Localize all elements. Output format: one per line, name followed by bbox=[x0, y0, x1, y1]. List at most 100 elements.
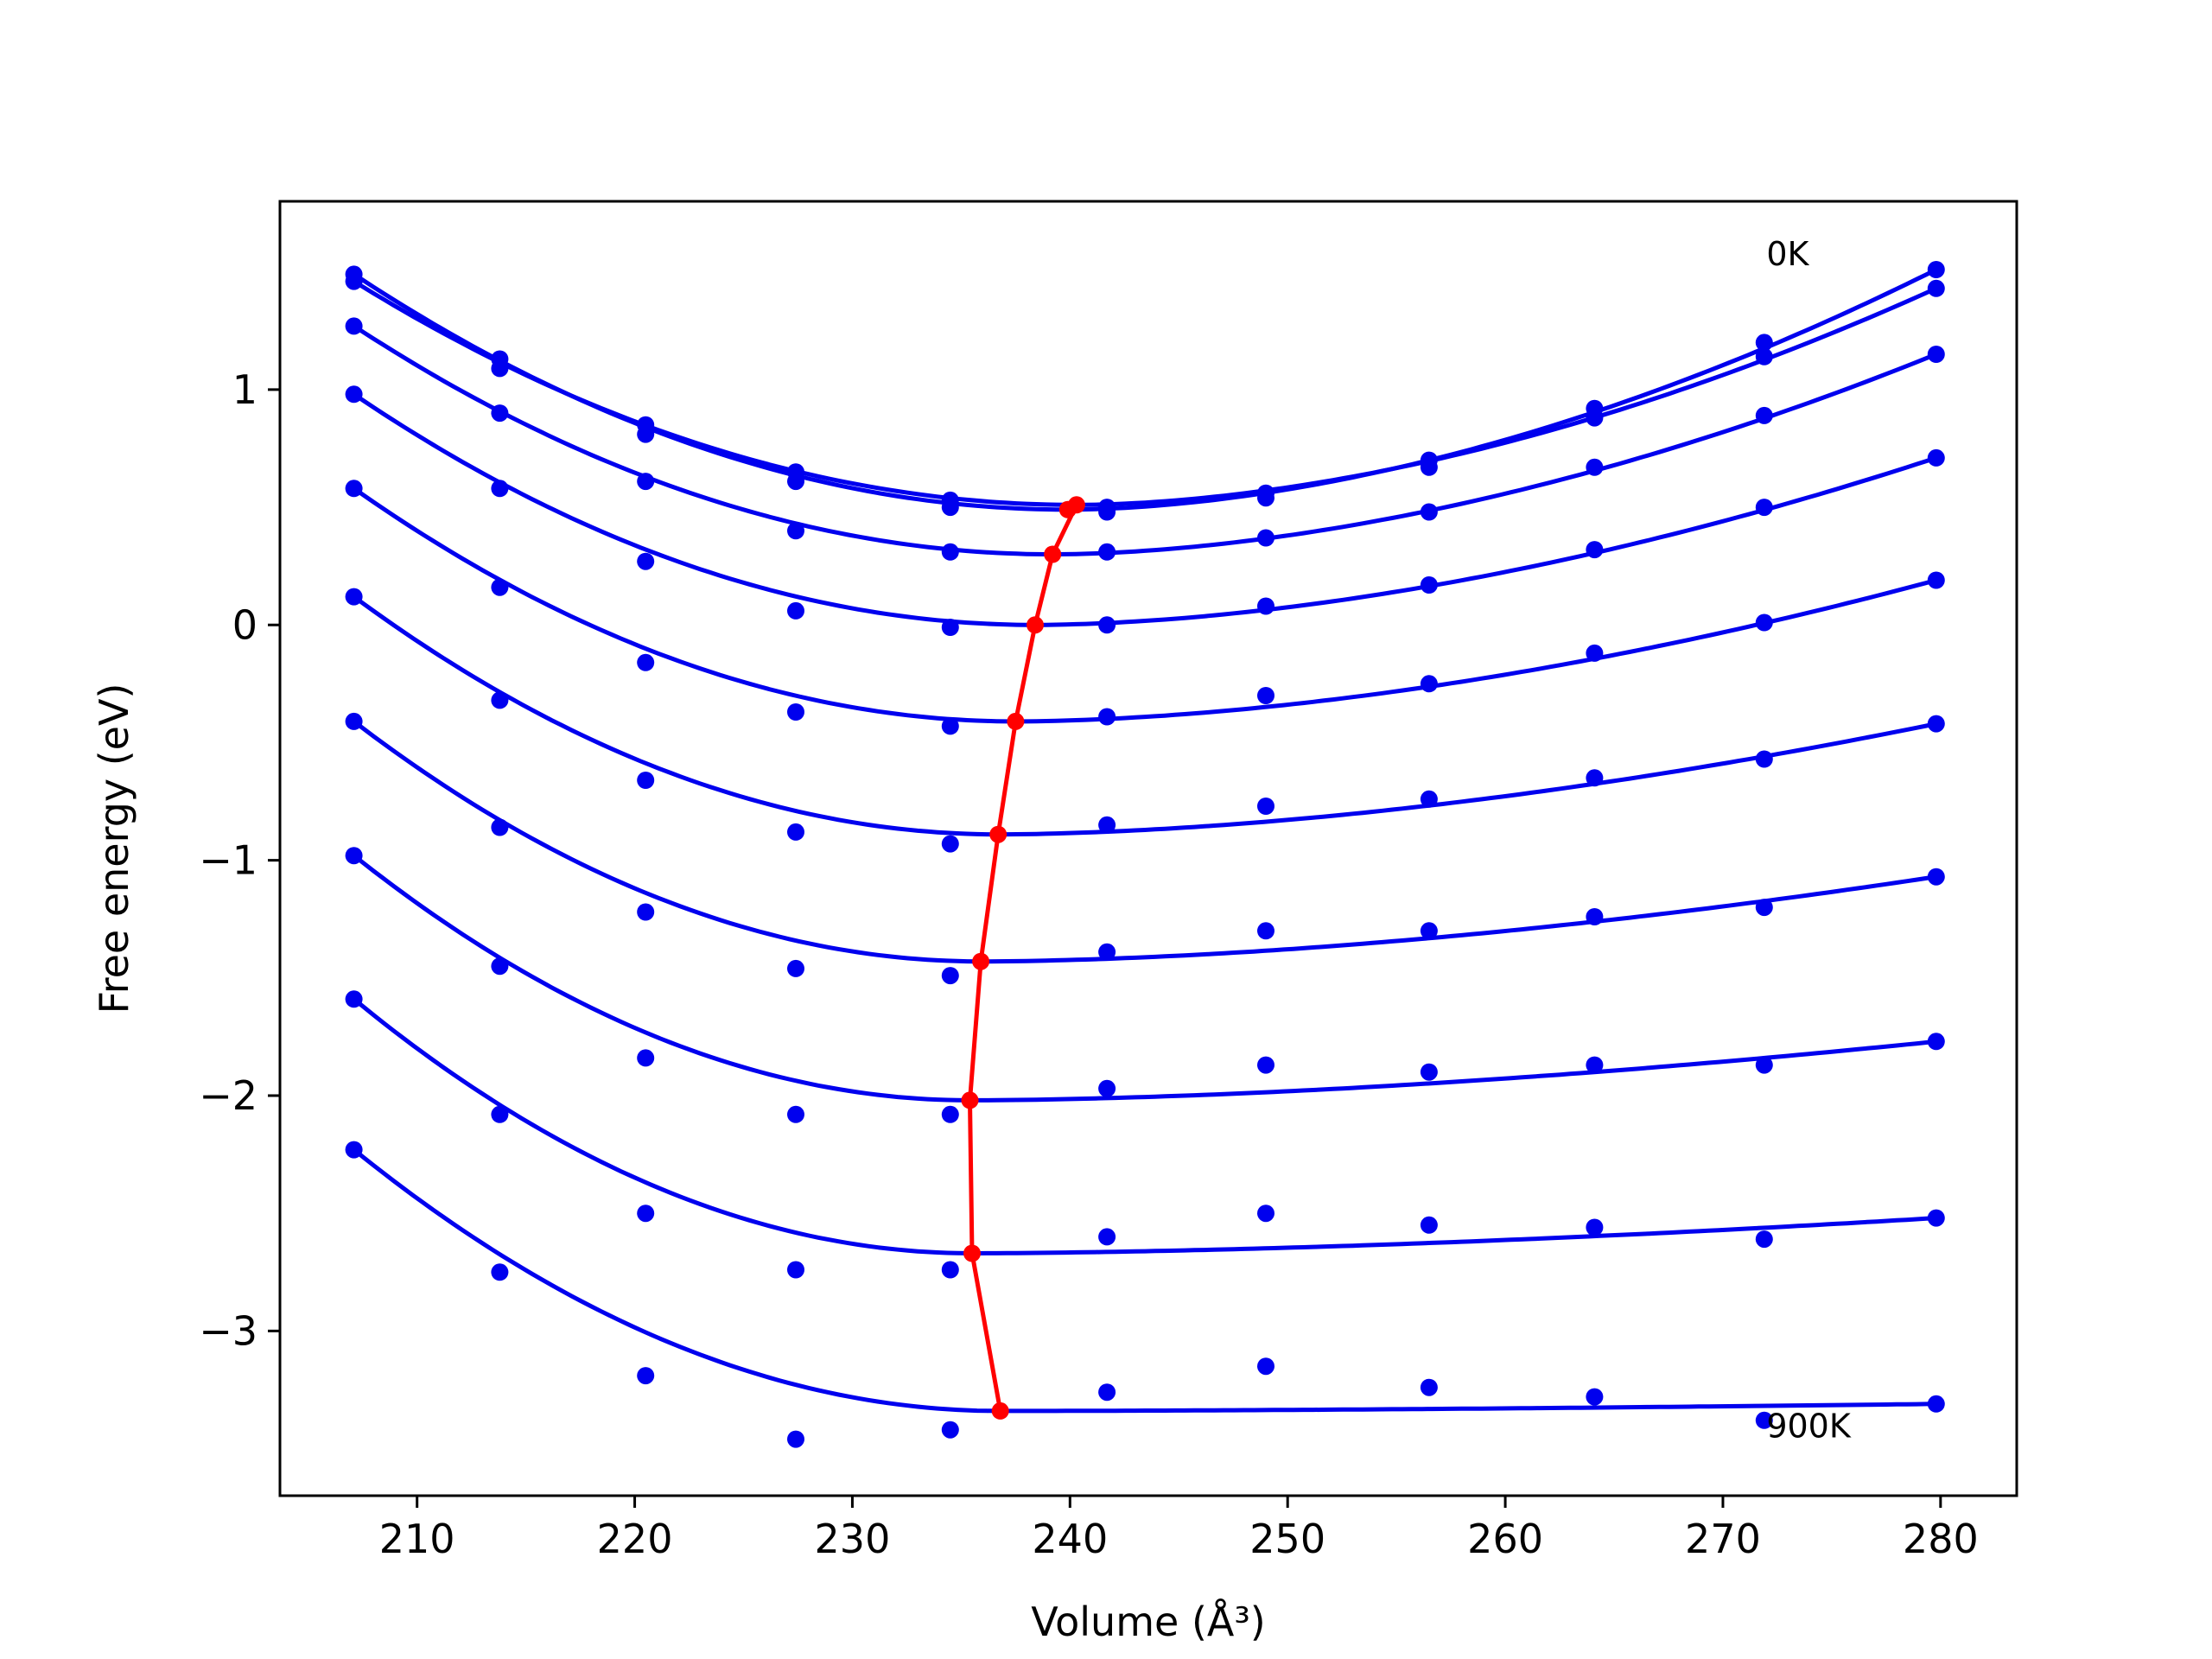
minimum-point bbox=[1044, 545, 1062, 563]
data-point bbox=[1755, 899, 1773, 917]
fit-curve-5 bbox=[353, 594, 1937, 837]
data-point bbox=[787, 1430, 804, 1448]
minimum-point bbox=[961, 1091, 979, 1109]
fit-curve-1 bbox=[353, 279, 1937, 507]
minimum-path bbox=[961, 496, 1085, 1420]
data-point bbox=[491, 691, 509, 709]
data-point bbox=[637, 1205, 655, 1223]
data-point bbox=[1927, 279, 1945, 297]
minimum-line bbox=[967, 499, 1082, 1412]
data-point bbox=[1098, 503, 1116, 521]
data-point bbox=[1098, 1228, 1116, 1246]
data-point bbox=[1586, 644, 1604, 662]
fit-curve-2 bbox=[353, 324, 1937, 556]
data-point bbox=[637, 425, 655, 443]
data-point bbox=[345, 480, 363, 498]
data-point bbox=[1586, 458, 1604, 476]
data-point bbox=[1257, 1205, 1274, 1223]
data-point bbox=[787, 823, 804, 841]
fit-curves bbox=[353, 267, 1937, 1414]
y-tick-label: −2 bbox=[199, 1072, 257, 1119]
data-point bbox=[787, 703, 804, 721]
data-point bbox=[1586, 1218, 1604, 1236]
data-point bbox=[1420, 503, 1438, 521]
data-point bbox=[1420, 675, 1438, 693]
data-point bbox=[1927, 868, 1945, 886]
temperature-annotation: 0K bbox=[1766, 235, 1809, 273]
data-point bbox=[787, 1261, 804, 1279]
data-point bbox=[941, 967, 959, 985]
minimum-point bbox=[1007, 712, 1025, 730]
data-point bbox=[1420, 458, 1438, 476]
data-point bbox=[1755, 750, 1773, 768]
data-point bbox=[1420, 922, 1438, 940]
data-point bbox=[1586, 1056, 1604, 1074]
fit-curve-7 bbox=[353, 854, 1937, 1103]
data-point bbox=[637, 1367, 655, 1385]
y-tick-label: −1 bbox=[199, 837, 257, 884]
data-point bbox=[1257, 1056, 1274, 1074]
data-point bbox=[1755, 1230, 1773, 1249]
data-point bbox=[1927, 261, 1945, 278]
x-tick-label: 210 bbox=[379, 1516, 455, 1562]
x-tick-label: 280 bbox=[1903, 1516, 1979, 1562]
data-point bbox=[345, 272, 363, 290]
data-point bbox=[1927, 1209, 1945, 1227]
data-point bbox=[1755, 499, 1773, 517]
data-point bbox=[1755, 334, 1773, 352]
data-point bbox=[1586, 908, 1604, 925]
data-point bbox=[1927, 448, 1945, 467]
data-point bbox=[787, 959, 804, 977]
data-point bbox=[787, 601, 804, 620]
data-point bbox=[1257, 529, 1274, 547]
data-point bbox=[345, 847, 363, 865]
minimum-point bbox=[989, 825, 1007, 843]
data-point bbox=[491, 957, 509, 976]
data-point bbox=[1257, 489, 1274, 507]
data-point bbox=[1755, 1411, 1773, 1429]
data-point bbox=[491, 359, 509, 378]
y-tick-label: 0 bbox=[232, 601, 257, 648]
data-point bbox=[1257, 687, 1274, 704]
data-point bbox=[1420, 790, 1438, 808]
data-point bbox=[345, 317, 363, 335]
y-tick-label: −3 bbox=[199, 1307, 257, 1354]
data-point bbox=[1098, 943, 1116, 961]
minimum-point bbox=[972, 952, 990, 970]
data-point bbox=[1586, 1388, 1604, 1406]
data-point bbox=[345, 1141, 363, 1159]
x-tick-label: 250 bbox=[1249, 1516, 1325, 1562]
data-point bbox=[941, 1105, 959, 1123]
plot-frame bbox=[278, 200, 2018, 1497]
data-point bbox=[941, 1421, 959, 1439]
data-point bbox=[491, 1105, 509, 1123]
data-point bbox=[941, 499, 959, 517]
data-point bbox=[1420, 1378, 1438, 1396]
data-point bbox=[637, 772, 655, 789]
data-point bbox=[787, 473, 804, 491]
y-axis-ticks: −3 −2 −1 0 1 bbox=[199, 366, 280, 1354]
data-point bbox=[941, 619, 959, 636]
x-tick-label: 240 bbox=[1032, 1516, 1108, 1562]
data-point bbox=[941, 717, 959, 735]
data-point bbox=[1927, 1395, 1945, 1413]
data-point bbox=[491, 578, 509, 596]
data-point bbox=[1586, 541, 1604, 559]
data-point bbox=[491, 404, 509, 423]
data-point bbox=[1257, 1357, 1274, 1376]
data-point bbox=[1420, 1216, 1438, 1234]
data-point bbox=[345, 385, 363, 404]
data-point bbox=[1257, 922, 1274, 940]
data-point bbox=[941, 543, 959, 561]
data-point bbox=[345, 712, 363, 730]
data-point bbox=[637, 552, 655, 570]
data-point bbox=[345, 588, 363, 606]
data-point bbox=[637, 653, 655, 671]
data-point bbox=[1257, 798, 1274, 815]
data-point bbox=[1927, 1033, 1945, 1051]
data-point bbox=[1098, 708, 1116, 726]
data-point bbox=[491, 480, 509, 498]
x-axis-label: Volume (Å³) bbox=[1031, 1599, 1266, 1645]
fit-curve-6 bbox=[353, 719, 1937, 964]
minimum-point bbox=[1027, 616, 1044, 634]
